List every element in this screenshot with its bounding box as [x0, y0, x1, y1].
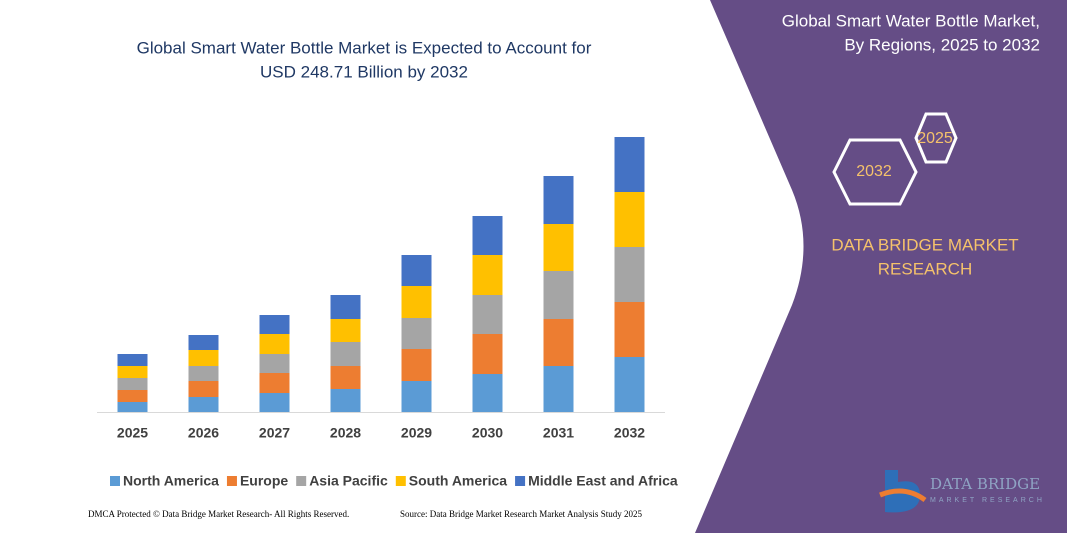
- side-panel: [695, 0, 1067, 533]
- bar-segment: [614, 302, 645, 357]
- bar-segment: [330, 342, 361, 366]
- bar-segment: [259, 373, 290, 393]
- brand: DATA BRIDGE MARKET: [831, 235, 1018, 254]
- bar-segment: [330, 366, 361, 389]
- bar-segment: [614, 137, 645, 192]
- legend-label: South America: [409, 473, 507, 489]
- x-tick-label: 2032: [614, 425, 645, 441]
- bar-segment: [117, 402, 148, 412]
- bar-segment: [543, 176, 574, 224]
- bar-segment: [117, 390, 148, 402]
- x-tick-label: 2026: [188, 425, 219, 441]
- legend-swatch: [515, 476, 526, 486]
- hex-label: 2032: [856, 163, 892, 180]
- bar-segment: [330, 319, 361, 342]
- bar-segment: [259, 354, 290, 373]
- x-tick-label: 2027: [259, 425, 290, 441]
- bar-segment: [472, 295, 503, 334]
- hexagon: [832, 138, 918, 206]
- panel-title: By Regions, 2025 to 2032: [844, 35, 1040, 54]
- bar-segment: [614, 247, 645, 302]
- bar-segment: [401, 381, 432, 412]
- bar-segment: [543, 319, 574, 366]
- legend-swatch: [226, 476, 237, 486]
- bar-segment: [330, 295, 361, 319]
- x-tick-label: 2031: [543, 425, 574, 441]
- logo: DATA BRIDGE MARKET RESEARCH: [879, 470, 1045, 513]
- bar-segment: [117, 378, 148, 390]
- x-tick-label: 2030: [472, 425, 503, 441]
- bar-segment: [614, 192, 645, 247]
- legend-label: Asia Pacific: [309, 473, 388, 489]
- bar-segment: [188, 397, 219, 412]
- legend-swatch: [395, 476, 406, 486]
- bar-segment: [543, 224, 574, 271]
- chart-title: Global Smart Water Bottle Market is Expe…: [137, 38, 592, 57]
- bar-segment: [259, 315, 290, 334]
- bar-segment: [259, 393, 290, 412]
- footer-right: Source: Data Bridge Market Research Mark…: [400, 509, 642, 519]
- x-tick-label: 2028: [330, 425, 361, 441]
- legend-swatch: [110, 476, 120, 486]
- bar-segment: [401, 286, 432, 318]
- bar-segment: [117, 366, 148, 378]
- hexagon: [914, 112, 958, 164]
- legend-label: North America: [123, 473, 219, 489]
- bar-segment: [614, 357, 645, 412]
- bar-segment: [401, 255, 432, 286]
- bar-segment: [188, 350, 219, 366]
- bar-segment: [472, 374, 503, 412]
- bar-segment: [472, 334, 503, 374]
- bar-segment: [543, 366, 574, 412]
- legend-label: Middle East and Africa: [528, 473, 678, 489]
- logo-swoosh: [879, 488, 927, 503]
- bar-segment: [472, 216, 503, 255]
- bar-segment: [472, 255, 503, 295]
- bar-segment: [117, 354, 148, 366]
- bar-segment: [401, 318, 432, 349]
- bar-segment: [543, 271, 574, 319]
- legend-label: Europe: [240, 473, 288, 489]
- brand: RESEARCH: [878, 259, 972, 278]
- hex-label: 2025: [917, 130, 953, 147]
- bar-segment: [330, 389, 361, 412]
- logo-name: DATA BRIDGE: [930, 475, 1040, 493]
- logo-tagline: MARKET RESEARCH: [930, 497, 1045, 504]
- footer-left: DMCA Protected © Data Bridge Market Rese…: [88, 509, 349, 519]
- bar-segment: [259, 334, 290, 354]
- panel-title: Global Smart Water Bottle Market,: [782, 11, 1040, 30]
- chart-title: USD 248.71 Billion by 2032: [260, 62, 468, 81]
- bar-segment: [188, 366, 219, 381]
- legend-swatch: [296, 476, 307, 486]
- x-tick-label: 2025: [117, 425, 148, 441]
- x-tick-label: 2029: [401, 425, 432, 441]
- bar-segment: [401, 349, 432, 381]
- bar-segment: [188, 381, 219, 397]
- legend: North America Europe Asia Pacific South Ame…: [110, 473, 678, 489]
- bar-segment: [188, 335, 219, 350]
